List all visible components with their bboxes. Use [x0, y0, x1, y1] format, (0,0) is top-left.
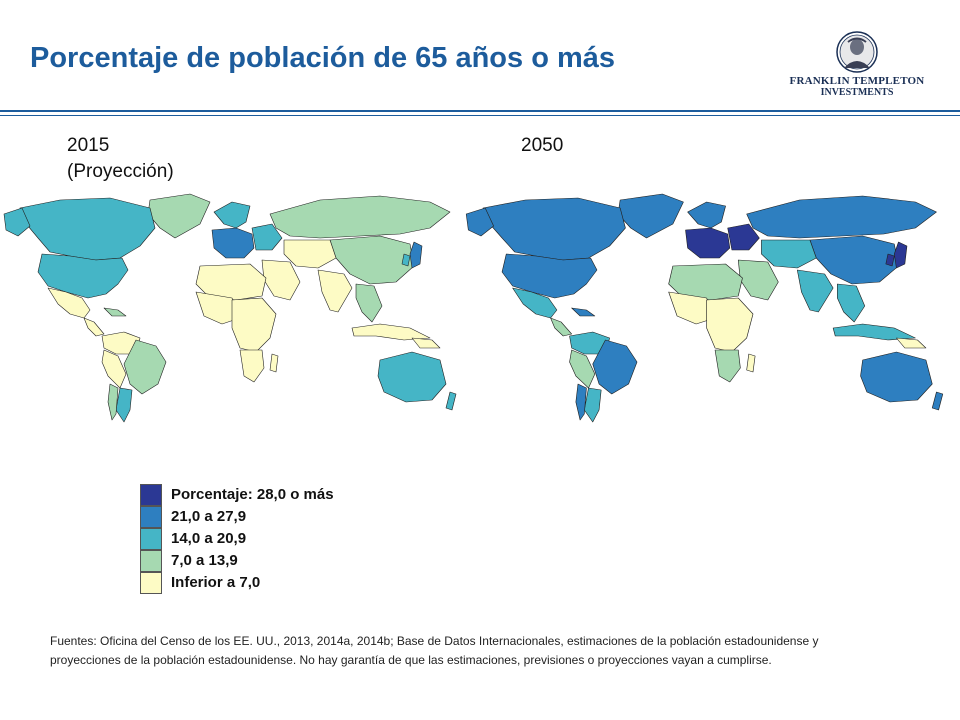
- year-label-2050: 2050: [521, 133, 563, 159]
- caribbean: [103, 307, 127, 317]
- legend-item: 14,0 a 20,9: [140, 528, 400, 551]
- alaska: [465, 207, 494, 237]
- central-america: [83, 317, 105, 337]
- western-europe: [211, 227, 255, 259]
- usa: [501, 253, 598, 299]
- central-asia: [761, 239, 817, 269]
- alaska: [3, 207, 31, 237]
- peru-bolivia: [101, 349, 127, 389]
- world-map-2015: [3, 193, 457, 423]
- peru-bolivia: [569, 349, 596, 389]
- chile: [575, 383, 587, 421]
- chile: [107, 383, 119, 421]
- legend-swatch: [140, 528, 162, 550]
- canada: [482, 197, 626, 261]
- middle-east: [737, 259, 779, 301]
- china-mongolia: [809, 235, 899, 285]
- iceland-scandinavia: [687, 201, 726, 229]
- portrait-seal-icon: [836, 31, 878, 73]
- year-2050-text: 2050: [521, 135, 564, 156]
- legend-item: 21,0 a 27,9: [140, 506, 400, 529]
- iceland-scandinavia: [213, 201, 251, 229]
- legend-label: 14,0 a 20,9: [171, 530, 247, 547]
- header-rule-thin: [0, 115, 960, 116]
- franklin-templeton-logo: FRANKLIN TEMPLETON INVESTMENTS: [782, 30, 932, 100]
- year-label-2015: 2015 (Proyección): [67, 133, 174, 185]
- china-mongolia: [329, 235, 415, 285]
- indonesia: [832, 323, 916, 341]
- southern-africa: [714, 349, 741, 383]
- canada: [19, 197, 156, 261]
- greenland: [147, 193, 211, 239]
- north-africa: [195, 263, 267, 301]
- southeast-asia: [837, 283, 866, 323]
- madagascar: [746, 353, 756, 373]
- brazil: [123, 339, 167, 395]
- korea: [401, 253, 411, 267]
- india: [317, 269, 353, 313]
- southeast-asia: [355, 283, 383, 323]
- japan: [409, 241, 423, 269]
- central-america: [550, 317, 572, 337]
- central-asia: [283, 239, 337, 269]
- caribbean: [571, 307, 596, 317]
- west-africa: [668, 291, 716, 325]
- legend-label: 7,0 a 13,9: [171, 552, 238, 569]
- legend-swatch: [140, 550, 162, 572]
- legend-item: Inferior a 7,0: [140, 572, 400, 595]
- brazil: [592, 339, 638, 395]
- legend-label: Porcentaje: 28,0 o más: [171, 486, 334, 503]
- india: [796, 269, 834, 313]
- west-africa: [195, 291, 241, 325]
- argentina: [115, 387, 133, 423]
- year-2015-projection: (Proyección): [67, 161, 174, 182]
- australia: [860, 351, 933, 403]
- legend-swatch: [140, 572, 162, 594]
- papua: [896, 337, 927, 349]
- mexico: [512, 287, 558, 319]
- mexico: [47, 287, 91, 319]
- legend-item: Porcentaje: 28,0 o más: [140, 484, 400, 507]
- russia: [269, 195, 451, 239]
- usa: [37, 253, 129, 299]
- japan: [893, 241, 908, 269]
- legend-label: Inferior a 7,0: [171, 574, 261, 591]
- legend-item: 7,0 a 13,9: [140, 550, 400, 573]
- eastern-europe: [251, 223, 283, 251]
- southern-africa: [239, 349, 265, 383]
- eastern-europe: [727, 223, 760, 251]
- korea: [885, 253, 895, 267]
- madagascar: [269, 353, 279, 373]
- page-title: Porcentaje de población de 65 años o más: [30, 42, 616, 74]
- logo-line-1: FRANKLIN TEMPLETON: [789, 75, 925, 87]
- year-2015-text: 2015: [67, 135, 110, 156]
- legend-swatch: [140, 506, 162, 528]
- russia: [746, 195, 937, 239]
- north-africa: [668, 263, 743, 301]
- legend-label: 21,0 a 27,9: [171, 508, 247, 525]
- new-zealand: [445, 391, 457, 411]
- argentina: [583, 387, 602, 423]
- greenland: [617, 193, 684, 239]
- indonesia: [351, 323, 431, 341]
- logo-line-2: INVESTMENTS: [820, 87, 894, 98]
- world-map-2050: [465, 193, 944, 423]
- new-zealand: [931, 391, 944, 411]
- central-east-africa: [231, 297, 277, 353]
- papua: [411, 337, 441, 349]
- legend-swatch: [140, 484, 162, 506]
- sources-footnote: Fuentes: Oficina del Censo de los EE. UU…: [50, 634, 819, 667]
- western-europe: [685, 227, 731, 259]
- central-east-africa: [706, 297, 754, 353]
- middle-east: [261, 259, 301, 301]
- australia: [377, 351, 447, 403]
- header-rule-thick: [0, 110, 960, 112]
